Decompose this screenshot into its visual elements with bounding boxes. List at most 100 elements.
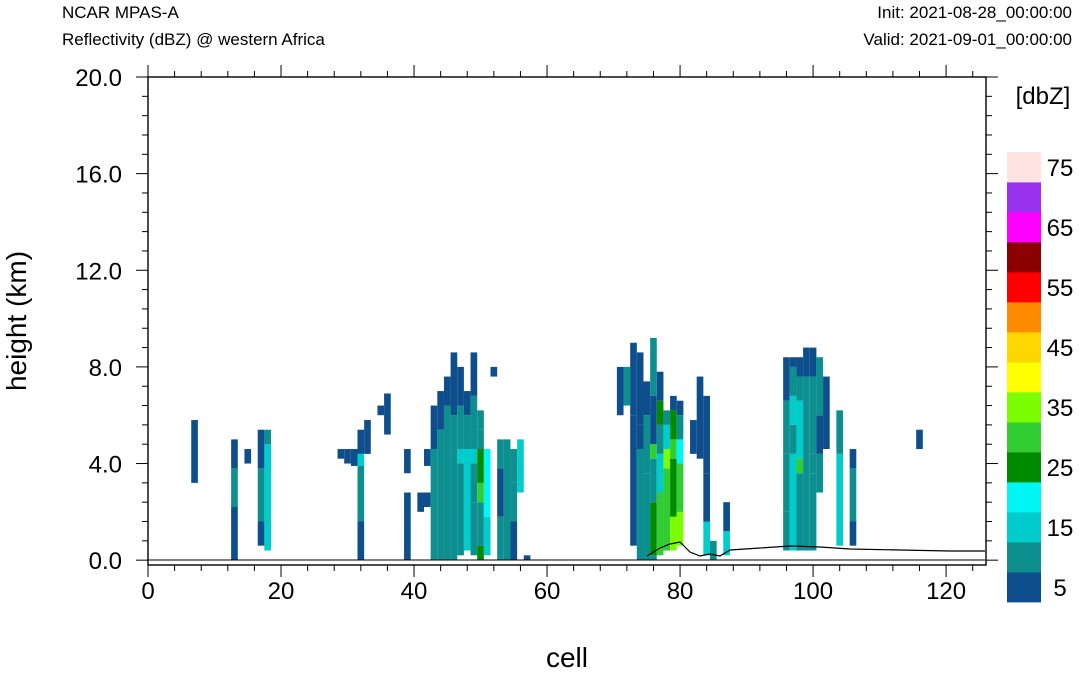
reflectivity-cell <box>517 439 524 493</box>
reflectivity-cell <box>670 516 677 551</box>
colorbar-swatch <box>1007 452 1041 483</box>
colorbar-label: 5 <box>1053 575 1066 602</box>
y-tick-label: 8.0 <box>89 355 122 382</box>
reflectivity-cell <box>616 366 624 416</box>
reflectivity-cell <box>803 376 810 450</box>
reflectivity-cell <box>816 357 824 416</box>
colorbar-swatch <box>1007 572 1041 603</box>
reflectivity-cell <box>437 391 444 430</box>
reflectivity-cell <box>670 410 677 440</box>
reflectivity-cell <box>231 468 238 508</box>
reflectivity-cell <box>377 405 385 416</box>
x-tick-label: 80 <box>667 578 694 605</box>
reflectivity-cell <box>231 507 238 537</box>
reflectivity-cell <box>696 376 704 459</box>
reflectivity-cell <box>477 502 484 546</box>
reflectivity-cell <box>497 516 504 561</box>
colorbar-swatch <box>1007 302 1041 333</box>
reflectivity-cell <box>357 453 365 466</box>
reflectivity-cell <box>723 502 730 532</box>
reflectivity-cell <box>231 439 238 469</box>
reflectivity-cell <box>703 521 710 556</box>
reflectivity-cell <box>676 511 684 546</box>
reflectivity-cell <box>656 492 664 556</box>
reflectivity-cell <box>477 429 484 450</box>
reflectivity-cell <box>350 449 358 466</box>
reflectivity-cell <box>809 347 817 377</box>
reflectivity-cell <box>477 482 484 503</box>
colorbar-swatch <box>1007 392 1041 423</box>
reflectivity-cell <box>357 465 365 522</box>
reflectivity-cell <box>650 458 657 503</box>
reflectivity-cell <box>650 502 657 556</box>
reflectivity-cell <box>656 424 664 454</box>
reflectivity-cell <box>796 458 804 474</box>
reflectivity-cell <box>703 395 710 474</box>
reflectivity-cell <box>783 511 790 551</box>
reflectivity-cell <box>264 429 272 445</box>
reflectivity-cell <box>424 449 431 466</box>
reflectivity-cell <box>663 468 671 551</box>
reflectivity-cell <box>849 468 857 493</box>
colorbar-swatch <box>1007 242 1041 273</box>
reflectivity-cell <box>809 473 817 551</box>
reflectivity-cell <box>676 463 684 512</box>
reflectivity-cell <box>404 449 411 474</box>
reflectivity-cell <box>264 444 272 551</box>
reflectivity-cell <box>823 376 830 450</box>
colorbar-label: 45 <box>1047 335 1074 362</box>
reflectivity-cell <box>809 453 817 474</box>
reflectivity-cell <box>849 449 857 469</box>
reflectivity-cell <box>510 521 518 561</box>
reflectivity-cell <box>424 492 431 508</box>
x-tick-label: 60 <box>534 578 561 605</box>
reflectivity-cell <box>457 366 464 406</box>
reflectivity-cell <box>257 429 265 469</box>
model-title: NCAR MPAS-A <box>62 3 179 22</box>
reflectivity-cell <box>510 482 518 522</box>
x-tick-label: 0 <box>141 578 154 605</box>
reflectivity-cell <box>483 516 491 556</box>
reflectivity-cell <box>457 449 464 464</box>
reflectivity-cell <box>357 521 365 561</box>
reflectivity-cell <box>244 449 252 464</box>
reflectivity-cell <box>450 415 458 450</box>
reflectivity-cell <box>916 429 923 450</box>
reflectivity-cell <box>357 429 365 454</box>
reflectivity-cell <box>337 449 345 459</box>
plot-frame <box>147 76 987 566</box>
reflectivity-cell <box>796 400 804 459</box>
reflectivity-cell <box>636 352 644 425</box>
reflectivity-cell <box>497 439 504 469</box>
y-tick-label: 12.0 <box>75 258 122 285</box>
reflectivity-cell <box>344 449 351 464</box>
reflectivity-cell <box>636 424 644 450</box>
reflectivity-cell <box>836 453 844 546</box>
reflectivity-cell <box>457 405 464 450</box>
colorbar-swatch <box>1007 422 1041 453</box>
reflectivity-cell <box>231 536 238 561</box>
x-tick-label: 20 <box>268 578 295 605</box>
reflectivity-cell <box>670 439 677 459</box>
reflectivity-cell <box>523 555 531 561</box>
reflectivity-cell <box>463 391 471 416</box>
reflectivity-cell <box>470 463 478 503</box>
reflectivity-cell <box>477 410 484 430</box>
reflectivity-cell <box>463 449 471 551</box>
colorbar-label: 65 <box>1047 215 1074 242</box>
reflectivity-cell <box>477 545 484 561</box>
reflectivity-cell <box>723 531 730 556</box>
field-subtitle: Reflectivity (dBZ) @ western Africa <box>62 30 325 49</box>
reflectivity-cell <box>257 521 265 546</box>
reflectivity-cell <box>477 449 484 483</box>
reflectivity-cell <box>470 502 478 556</box>
reflectivity-cell <box>630 342 637 416</box>
reflectivity-cell <box>483 449 491 517</box>
reflectivity-cell <box>783 400 790 454</box>
reflectivity-cell <box>663 410 671 425</box>
reflectivity-cell <box>676 415 684 440</box>
reflectivity-cell <box>663 449 671 469</box>
colorbar-swatch <box>1007 182 1041 213</box>
colorbar-swatch <box>1007 272 1041 303</box>
reflectivity-cell <box>503 439 511 561</box>
